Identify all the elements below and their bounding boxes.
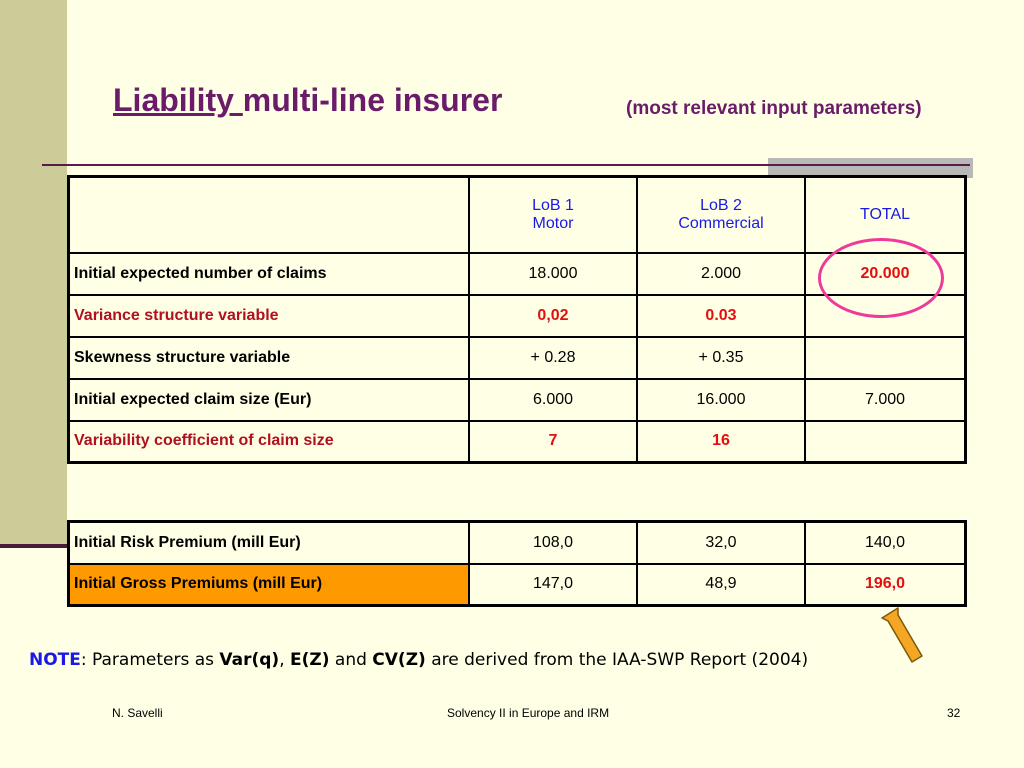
cell-lob1: 108,0	[468, 520, 638, 565]
table-row: Variance structure variable 0,02 0.03	[67, 293, 967, 338]
title-rule	[42, 164, 970, 166]
header-lob2: LoB 2 Commercial	[636, 175, 806, 254]
cell-lob2: 16.000	[636, 377, 806, 422]
cell-lob1: + 0.28	[468, 335, 638, 380]
footer-author: N. Savelli	[112, 706, 163, 720]
table-row: Initial expected claim size (Eur) 6.000 …	[67, 377, 967, 422]
highlight-circle	[818, 238, 944, 318]
table-row: Skewness structure variable + 0.28 + 0.3…	[67, 335, 967, 380]
cell-lob1: 147,0	[468, 562, 638, 607]
header-lob1-line1: LoB 1	[532, 196, 574, 214]
table-row: Initial Gross Premiums (mill Eur) 147,0 …	[67, 562, 967, 607]
title-underlined: Liability	[113, 82, 243, 118]
arrow-up-icon	[881, 607, 923, 663]
left-decor-line	[0, 544, 67, 548]
note-label: NOTE	[29, 650, 81, 670]
row-label: Initial Risk Premium (mill Eur)	[67, 520, 470, 565]
note-ez: E(Z)	[290, 650, 330, 670]
table-row: Variability coefficient of claim size 7 …	[67, 419, 967, 464]
header-lob2-line1: LoB 2	[700, 196, 742, 214]
left-decor-bar	[0, 0, 67, 547]
cell-lob2: 16	[636, 419, 806, 464]
row-label: Initial expected claim size (Eur)	[67, 377, 470, 422]
row-label: Skewness structure variable	[67, 335, 470, 380]
note-cv: CV(Z)	[372, 650, 426, 670]
footer-center: Solvency II in Europe and IRM	[447, 706, 610, 720]
note-part: ,	[279, 650, 291, 670]
header-total-line1: TOTAL	[859, 205, 911, 223]
cell-lob1: 0,02	[468, 293, 638, 338]
row-label-highlighted: Initial Gross Premiums (mill Eur)	[67, 562, 470, 607]
cell-lob2: 32,0	[636, 520, 806, 565]
header-empty-cell	[67, 175, 470, 254]
title-accent-bar	[768, 158, 973, 178]
table-row: Initial Risk Premium (mill Eur) 108,0 32…	[67, 520, 967, 565]
note-part: and	[329, 650, 373, 670]
cell-total: 196,0	[804, 562, 967, 607]
cell-lob1: 6.000	[468, 377, 638, 422]
note-part: are derived from the IAA-SWP Report (200…	[425, 650, 809, 670]
slide-subtitle: (most relevant input parameters)	[626, 98, 922, 119]
note-text: NOTE: Parameters as Var(q), E(Z) and CV(…	[29, 650, 808, 670]
slide-title: Liability multi-line insurer	[113, 82, 502, 119]
note-var: Var(q)	[219, 650, 280, 670]
cell-lob2: + 0.35	[636, 335, 806, 380]
table-header-row: LoB 1 Motor LoB 2 Commercial TOTAL	[67, 175, 967, 254]
row-label: Variability coefficient of claim size	[67, 419, 470, 464]
cell-total: 7.000	[804, 377, 967, 422]
premium-table: Initial Risk Premium (mill Eur) 108,0 32…	[67, 520, 967, 607]
footer-page-number: 32	[947, 706, 961, 720]
cell-lob2: 48,9	[636, 562, 806, 607]
cell-total	[804, 419, 967, 464]
note-part: : Parameters as	[80, 650, 220, 670]
header-lob1: LoB 1 Motor	[468, 175, 638, 254]
cell-total: 140,0	[804, 520, 967, 565]
row-label: Variance structure variable	[67, 293, 470, 338]
row-label: Initial expected number of claims	[67, 251, 470, 296]
parameters-table: LoB 1 Motor LoB 2 Commercial TOTAL Initial…	[67, 175, 967, 464]
cell-lob1: 18.000	[468, 251, 638, 296]
cell-lob2: 0.03	[636, 293, 806, 338]
title-rest: multi-line insurer	[242, 82, 503, 118]
header-lob2-line2: Commercial	[678, 214, 764, 232]
header-lob1-line2: Motor	[532, 214, 574, 232]
cell-total	[804, 335, 967, 380]
cell-lob1: 7	[468, 419, 638, 464]
cell-lob2: 2.000	[636, 251, 806, 296]
